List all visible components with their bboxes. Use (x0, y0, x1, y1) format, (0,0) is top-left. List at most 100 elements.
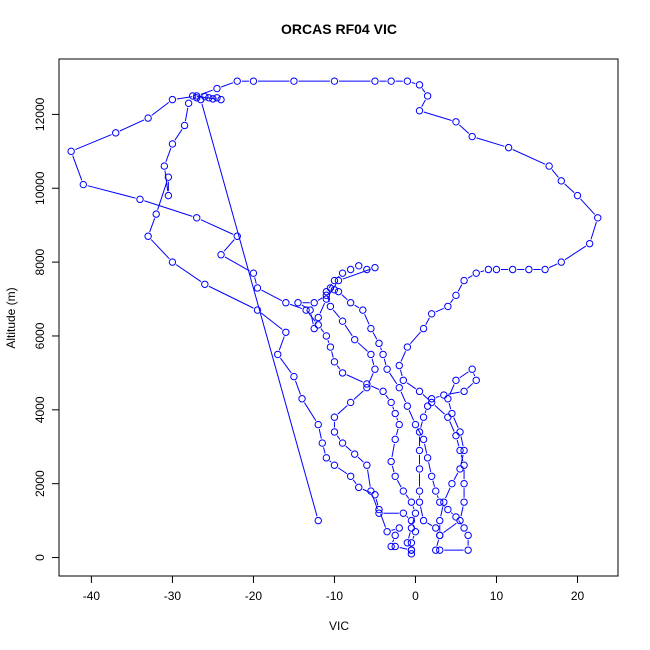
series-segment (200, 219, 234, 235)
data-point (419, 435, 428, 444)
data-point (415, 387, 424, 396)
data-point (387, 542, 395, 551)
series-segment (460, 506, 464, 517)
series-segment (389, 372, 398, 385)
data-point (415, 465, 424, 473)
data-point (274, 350, 282, 359)
data-point (144, 114, 152, 122)
y-tick-label: 12000 (33, 97, 47, 131)
x-tick-label: -30 (164, 589, 182, 603)
series-segment (399, 369, 403, 377)
data-point (330, 286, 339, 294)
series-segment (357, 456, 364, 463)
data-point (233, 77, 241, 85)
series-segment (319, 302, 325, 314)
series-segment (420, 421, 423, 428)
data-point (188, 92, 197, 100)
data-point (492, 265, 501, 274)
series-segment (460, 436, 464, 447)
data-point (367, 487, 375, 495)
data-point (427, 310, 436, 318)
data-point (387, 77, 395, 85)
y-axis-label: Altitude (m) (4, 287, 18, 348)
series-segment (341, 294, 348, 301)
data-point (330, 77, 339, 85)
data-point (249, 77, 258, 85)
data-point (79, 180, 88, 189)
series-segment (456, 439, 460, 447)
series-segment (323, 447, 326, 454)
series-segment (417, 428, 422, 436)
data-point (213, 94, 221, 102)
data-point (452, 291, 460, 300)
data-point (168, 140, 177, 148)
series-segment (434, 405, 445, 415)
plot-frame (58, 58, 619, 577)
data-point (233, 232, 241, 240)
data-point (355, 262, 363, 270)
series-segment (408, 532, 411, 539)
data-point (387, 398, 395, 407)
data-point (395, 420, 403, 429)
data-point (594, 214, 602, 222)
series-segment (201, 103, 318, 517)
series-segment (551, 169, 559, 178)
data-point (193, 214, 201, 222)
data-point (371, 77, 379, 85)
series-segment (392, 406, 395, 410)
data-point (168, 258, 177, 266)
data-point (415, 498, 424, 506)
data-point (432, 524, 440, 532)
data-point (371, 263, 379, 272)
series-segment (260, 312, 283, 330)
series-segment (320, 328, 325, 333)
data-point (330, 461, 339, 469)
y-tick-label: 8000 (33, 248, 47, 275)
data-point (472, 269, 480, 277)
series-segment (435, 395, 440, 398)
series-segment (295, 380, 301, 395)
data-point (448, 409, 456, 418)
series-segment (395, 428, 399, 436)
data-point (314, 516, 322, 525)
data-point (290, 372, 298, 381)
series-segment (406, 515, 409, 518)
data-point (411, 509, 420, 517)
data-point (363, 265, 371, 274)
y-tick-label: 6000 (33, 322, 47, 349)
data-point (213, 84, 221, 93)
series-segment (406, 382, 417, 390)
series-segment (422, 394, 429, 400)
series-segment (476, 137, 505, 147)
series-segment (445, 487, 451, 499)
data-point (436, 531, 444, 540)
series-segment (391, 443, 395, 458)
series-segment (75, 134, 112, 151)
series-segment (165, 147, 172, 163)
data-point (460, 387, 468, 396)
series-segment (304, 402, 317, 422)
data-point (367, 324, 375, 333)
series-segment (175, 264, 202, 283)
data-point (525, 265, 533, 274)
data-point (371, 491, 379, 499)
data-point (201, 280, 209, 288)
series-segment (459, 371, 469, 379)
data-point (557, 177, 565, 185)
series-segment (289, 303, 303, 310)
series-segment (367, 469, 371, 487)
series-segment (224, 256, 250, 272)
series-segment (419, 506, 424, 517)
series-segment (357, 342, 368, 352)
data-point (403, 77, 412, 85)
series-segment (548, 263, 558, 269)
data-point (460, 524, 468, 532)
data-point (338, 369, 347, 377)
series-segment (308, 313, 316, 322)
series-segment (354, 304, 360, 309)
x-tick-label: 10 (490, 589, 504, 603)
data-point (294, 299, 302, 307)
data-point (464, 531, 472, 540)
data-point (346, 299, 355, 307)
